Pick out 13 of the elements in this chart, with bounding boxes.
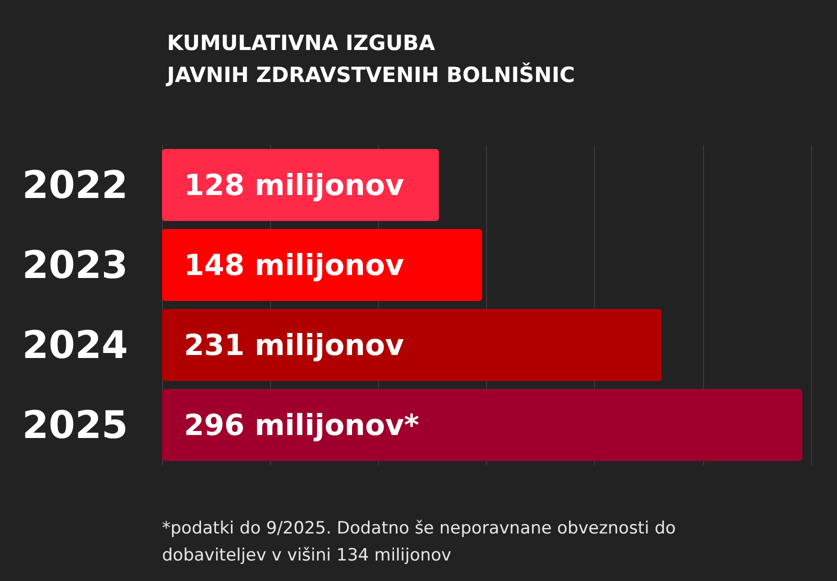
data-label: 296 milijonov* <box>184 408 420 442</box>
data-label: 128 milijonov <box>184 168 404 202</box>
bar <box>162 389 802 461</box>
y-tick-label: 2023 <box>22 243 128 287</box>
data-label: 148 milijonov <box>184 248 404 282</box>
chart-title: KUMULATIVNA IZGUBA JAVNIH ZDRAVSTVENIH BOLNIŠNIC <box>165 31 575 87</box>
y-tick-label: 2025 <box>22 403 128 447</box>
y-tick-label: 2022 <box>22 163 128 207</box>
bar <box>162 229 482 301</box>
text: *podatki do 9/2025. Dodatno še neporavnane obveznosti do dobaviteljev v višini 134 milijonov <box>162 518 682 566</box>
data-label: 231 milijonov <box>184 328 404 362</box>
y-tick-label: 2024 <box>22 323 128 367</box>
bar <box>162 309 662 381</box>
